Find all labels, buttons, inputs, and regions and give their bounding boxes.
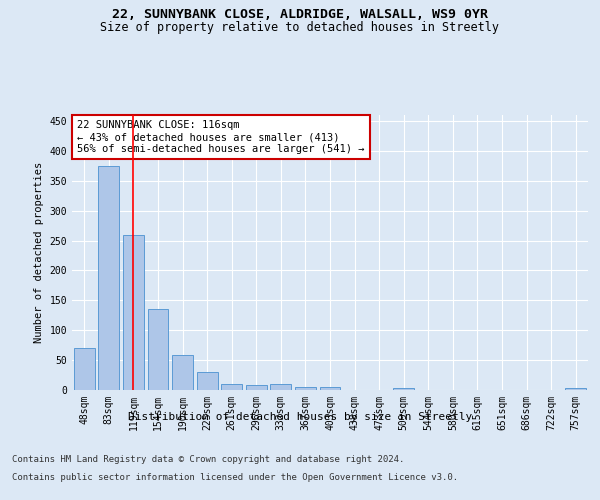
Text: Distribution of detached houses by size in Streetly: Distribution of detached houses by size … xyxy=(128,412,472,422)
Bar xyxy=(148,310,169,390)
Text: Size of property relative to detached houses in Streetly: Size of property relative to detached ho… xyxy=(101,21,499,34)
Text: 22, SUNNYBANK CLOSE, ALDRIDGE, WALSALL, WS9 0YR: 22, SUNNYBANK CLOSE, ALDRIDGE, WALSALL, … xyxy=(112,8,488,20)
Bar xyxy=(172,356,193,390)
Text: Contains public sector information licensed under the Open Government Licence v3: Contains public sector information licen… xyxy=(12,472,458,482)
Bar xyxy=(320,387,340,390)
Bar xyxy=(271,384,292,390)
Text: Contains HM Land Registry data © Crown copyright and database right 2024.: Contains HM Land Registry data © Crown c… xyxy=(12,455,404,464)
Bar xyxy=(197,372,218,390)
Text: 22 SUNNYBANK CLOSE: 116sqm
← 43% of detached houses are smaller (413)
56% of sem: 22 SUNNYBANK CLOSE: 116sqm ← 43% of deta… xyxy=(77,120,365,154)
Bar xyxy=(98,166,119,390)
Y-axis label: Number of detached properties: Number of detached properties xyxy=(34,162,44,343)
Bar xyxy=(565,388,586,390)
Bar xyxy=(393,388,414,390)
Bar xyxy=(246,385,267,390)
Bar xyxy=(295,387,316,390)
Bar xyxy=(74,348,95,390)
Bar xyxy=(221,384,242,390)
Bar xyxy=(123,234,144,390)
